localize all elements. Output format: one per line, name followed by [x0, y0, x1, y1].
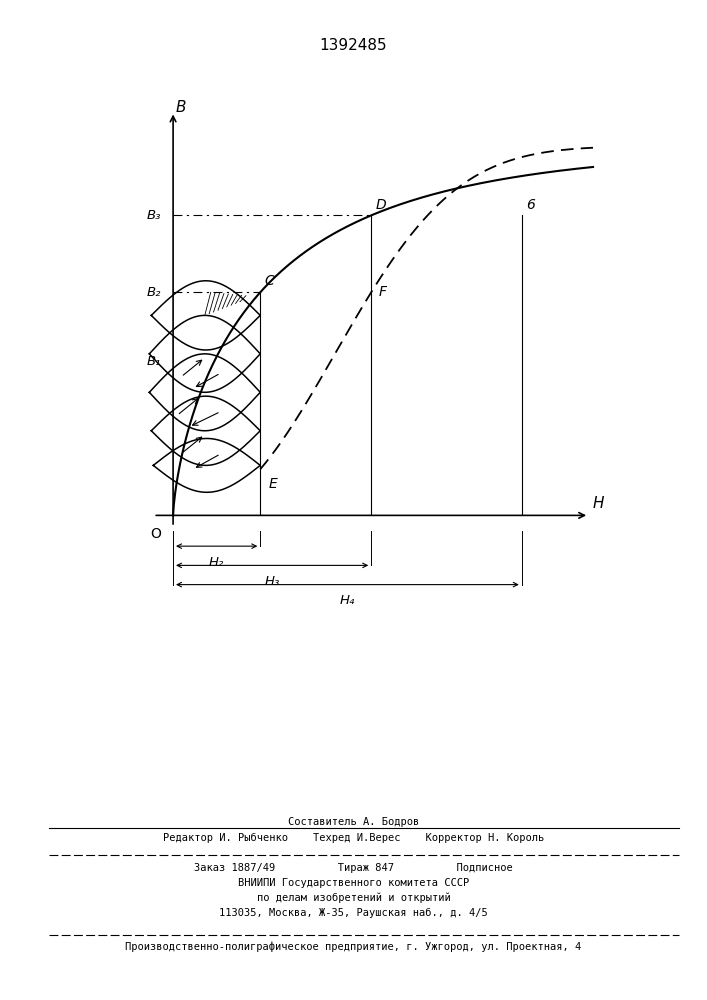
Text: H: H: [593, 496, 604, 511]
Text: H₃: H₃: [264, 575, 280, 588]
Text: B₂: B₂: [147, 286, 161, 299]
Text: B₁: B₁: [147, 355, 161, 368]
Text: H₂: H₂: [209, 556, 224, 569]
Text: B: B: [176, 100, 186, 115]
Text: Производственно-полиграфическое предприятие, г. Ужгород, ул. Проектная, 4: Производственно-полиграфическое предприя…: [125, 942, 582, 952]
Text: по делам изобретений и открытий: по делам изобретений и открытий: [257, 893, 450, 903]
Text: ВНИИПИ Государственного комитета СССР: ВНИИПИ Государственного комитета СССР: [238, 878, 469, 888]
Text: Составитель А. Бодров: Составитель А. Бодров: [288, 817, 419, 827]
Text: E: E: [268, 477, 277, 491]
Text: H₄: H₄: [340, 594, 355, 607]
Text: 1392485: 1392485: [320, 37, 387, 52]
Text: B₃: B₃: [147, 209, 161, 222]
Text: D: D: [375, 198, 386, 212]
Text: C: C: [264, 274, 274, 288]
Text: 6: 6: [526, 198, 534, 212]
Text: Заказ 1887/49          Тираж 847          Подписное: Заказ 1887/49 Тираж 847 Подписное: [194, 863, 513, 873]
Text: O: O: [151, 527, 161, 541]
Text: Редактор И. Рыбченко    Техред И.Верес    Корректор Н. Король: Редактор И. Рыбченко Техред И.Верес Корр…: [163, 833, 544, 843]
Text: 113035, Москва, Ж-35, Раушская наб., д. 4/5: 113035, Москва, Ж-35, Раушская наб., д. …: [219, 908, 488, 918]
Text: F: F: [379, 285, 387, 299]
